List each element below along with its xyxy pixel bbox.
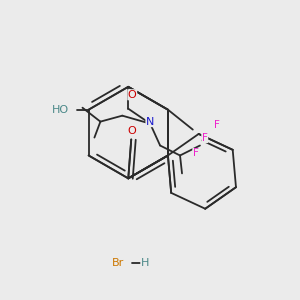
Text: O: O [127, 127, 136, 136]
Text: F: F [202, 133, 208, 142]
Text: F: F [193, 148, 199, 158]
Text: Br: Br [112, 259, 124, 269]
Text: F: F [214, 120, 220, 130]
Text: HO: HO [52, 105, 69, 115]
Text: H: H [141, 259, 149, 269]
Text: N: N [146, 117, 154, 127]
Text: O: O [128, 90, 136, 100]
